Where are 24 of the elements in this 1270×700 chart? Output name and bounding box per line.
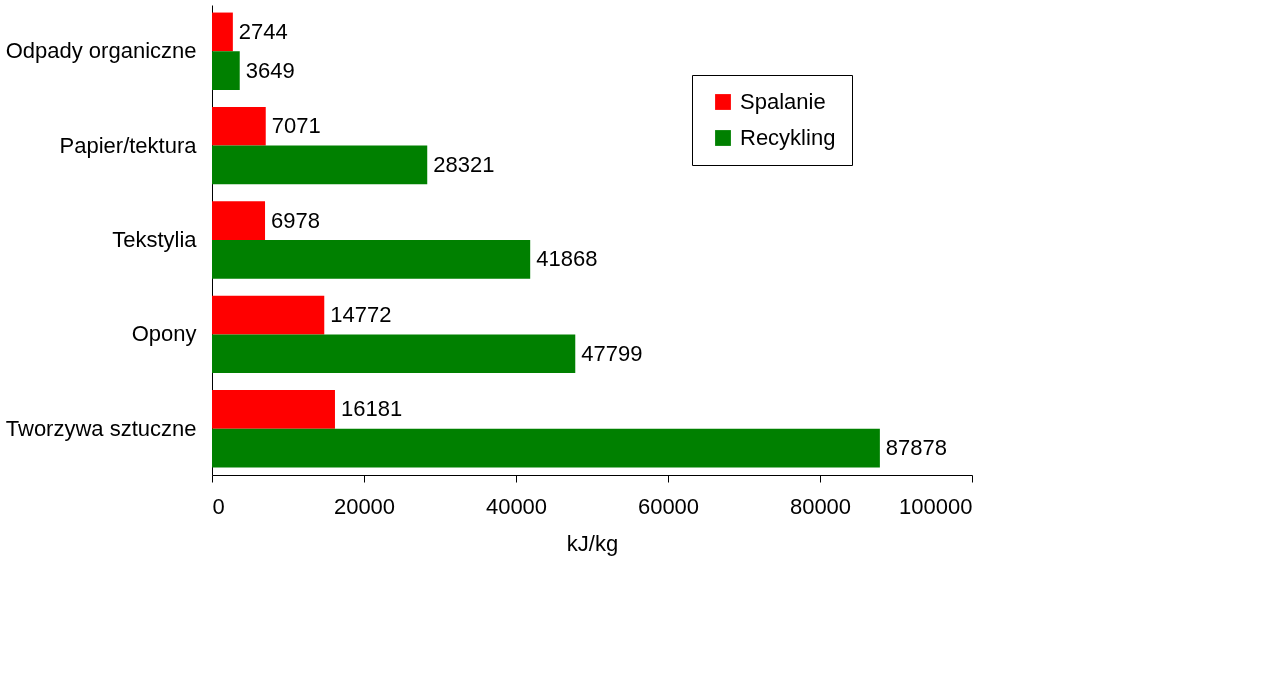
x-tick-label: 60000 — [637, 493, 700, 519]
data-label: 14772 — [330, 302, 392, 328]
x-tick-label: 100000 — [899, 493, 973, 519]
data-label: 3649 — [245, 57, 295, 83]
y-tick-label: Odpady organiczne — [5, 38, 197, 64]
data-label: 47799 — [581, 340, 643, 366]
x-axis-title: kJ/kg — [566, 530, 619, 556]
legend-label: Spalanie — [740, 89, 826, 114]
data-label: 28321 — [433, 151, 495, 177]
data-label: 7071 — [271, 113, 321, 139]
y-tick-label: Tekstylia — [112, 227, 198, 252]
x-tick-label: 80000 — [789, 493, 852, 519]
y-tick-label: Papier/tektura — [59, 132, 198, 158]
x-tick-label: 0 — [212, 493, 225, 519]
x-tick-label: 40000 — [485, 493, 548, 519]
y-tick-label: Opony — [131, 321, 197, 347]
data-label: 41868 — [536, 246, 598, 272]
data-label: 87878 — [885, 435, 948, 461]
legend-label: Recykling — [740, 125, 836, 150]
y-tick-label: Tworzywa sztuczne — [5, 415, 197, 441]
data-label: 16181 — [340, 396, 403, 422]
data-label: 6978 — [271, 207, 320, 233]
data-label: 2744 — [238, 18, 288, 44]
x-tick-label: 20000 — [333, 493, 396, 519]
